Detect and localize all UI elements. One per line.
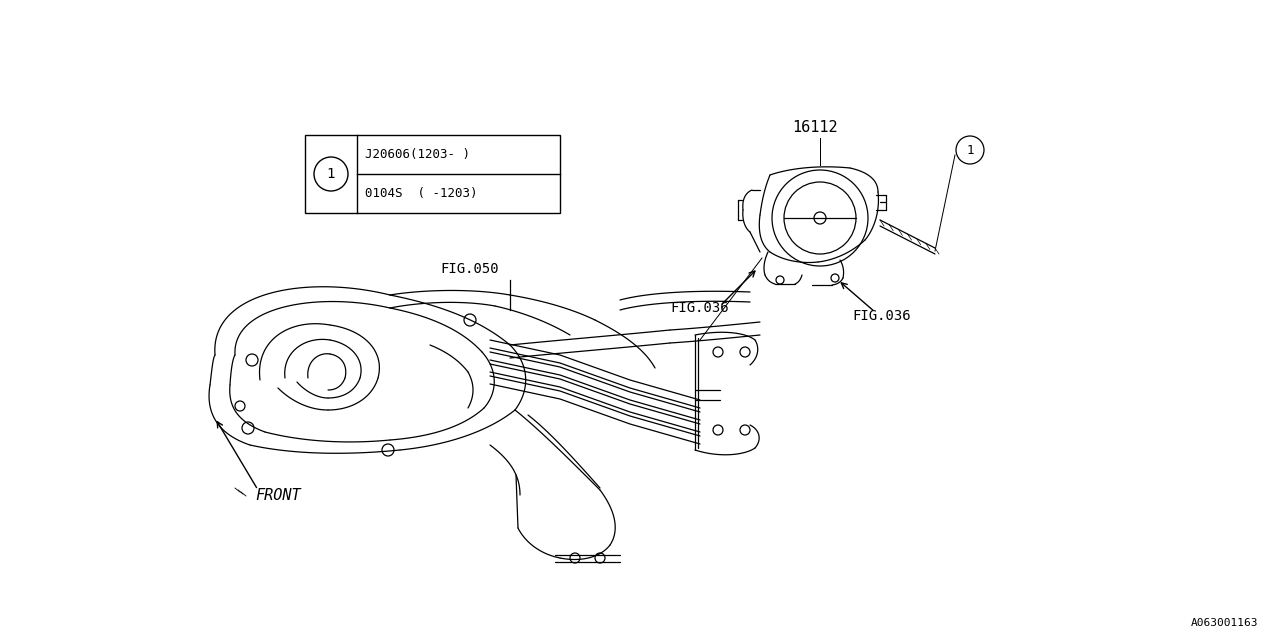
Text: 16112: 16112 [792, 120, 837, 135]
Text: FIG.036: FIG.036 [852, 309, 910, 323]
Text: 1: 1 [326, 167, 335, 181]
Text: FRONT: FRONT [255, 488, 301, 503]
Text: 1: 1 [966, 143, 974, 157]
Text: 0104S  ( -1203): 0104S ( -1203) [365, 187, 477, 200]
Bar [305, 135, 561, 213]
Text: FIG.050: FIG.050 [440, 262, 499, 276]
Text: J20606(1203- ): J20606(1203- ) [365, 148, 470, 161]
Text: A063001163: A063001163 [1190, 618, 1258, 628]
Text: FIG.036: FIG.036 [669, 301, 728, 315]
